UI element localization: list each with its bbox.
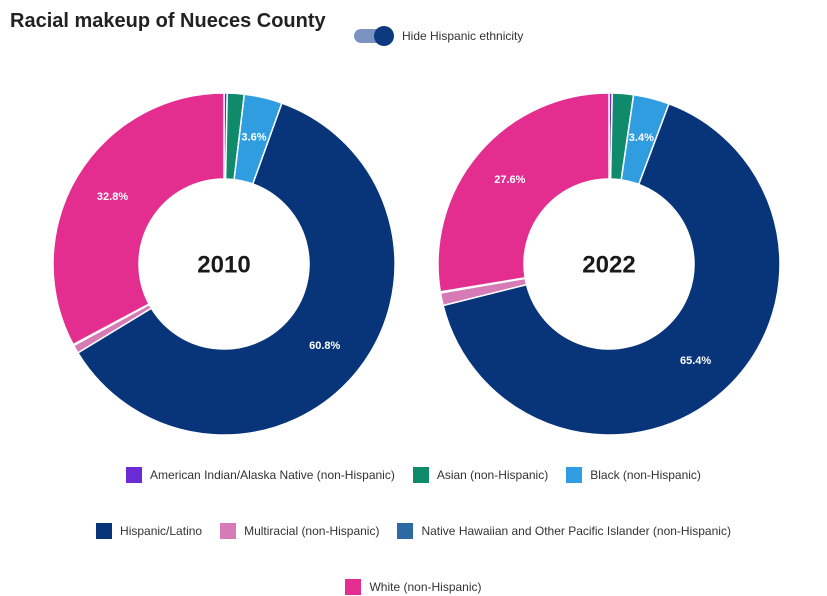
legend-item-multiracial[interactable]: Multiracial (non-Hispanic): [220, 522, 379, 540]
donut-chart-2022: 3.4% 65.4% 27.6% 2022: [437, 92, 781, 436]
toggle-label: Hide Hispanic ethnicity: [402, 29, 524, 43]
data-label-white: 32.8%: [97, 191, 128, 203]
legend-label: American Indian/Alaska Native (non-Hispa…: [150, 468, 395, 482]
toggle-knob[interactable]: [374, 26, 394, 46]
slice-hispanic[interactable]: [442, 102, 781, 436]
data-label-black: 3.4%: [629, 132, 654, 144]
data-label-white: 27.6%: [494, 174, 525, 186]
legend-label: Asian (non-Hispanic): [436, 468, 549, 482]
legend-label: Hispanic/Latino: [120, 524, 203, 538]
legend-item-asian[interactable]: Asian (non-Hispanic): [412, 466, 549, 484]
legend-item-hispanic[interactable]: Hispanic/Latino: [96, 522, 202, 540]
chart-legend: American Indian/Alaska Native (non-Hispa…: [0, 466, 827, 596]
legend-swatch: [345, 579, 362, 595]
center-year-label: 2010: [197, 252, 250, 279]
data-label-black: 3.6%: [241, 131, 266, 143]
legend-swatch: [126, 467, 143, 483]
legend-item-hawaiian[interactable]: Native Hawaiian and Other Pacific Island…: [397, 522, 731, 540]
legend-label: Native Hawaiian and Other Pacific Island…: [421, 524, 731, 538]
slice-hispanic[interactable]: [76, 102, 396, 436]
legend-label: Multiracial (non-Hispanic): [244, 524, 380, 538]
toggle-track[interactable]: [354, 26, 394, 46]
hide-hispanic-toggle[interactable]: Hide Hispanic ethnicity: [354, 25, 523, 47]
legend-label: White (non-Hispanic): [369, 580, 482, 594]
legend-swatch: [220, 523, 237, 539]
donut-chart-2010: 3.6% 60.8% 32.8% 2010: [52, 92, 396, 436]
center-year-label: 2022: [582, 252, 635, 279]
slice-white[interactable]: [437, 92, 610, 293]
chart-title: Racial makeup of Nueces County: [10, 10, 326, 32]
legend-swatch: [96, 523, 113, 539]
data-label-hispanic: 65.4%: [680, 355, 711, 367]
legend-swatch: [397, 523, 414, 539]
legend-item-american_indian[interactable]: American Indian/Alaska Native (non-Hispa…: [126, 466, 395, 484]
legend-swatch: [566, 467, 583, 483]
slice-white[interactable]: [52, 92, 225, 346]
data-label-hispanic: 60.8%: [309, 340, 340, 352]
legend-item-white[interactable]: White (non-Hispanic): [345, 578, 482, 596]
donut-charts: 3.6% 60.8% 32.8% 2010 3.4% 65.4% 27.6% 2022: [52, 92, 781, 436]
legend-swatch: [412, 467, 429, 483]
legend-item-black[interactable]: Black (non-Hispanic): [566, 466, 701, 484]
legend-label: Black (non-Hispanic): [590, 468, 701, 482]
